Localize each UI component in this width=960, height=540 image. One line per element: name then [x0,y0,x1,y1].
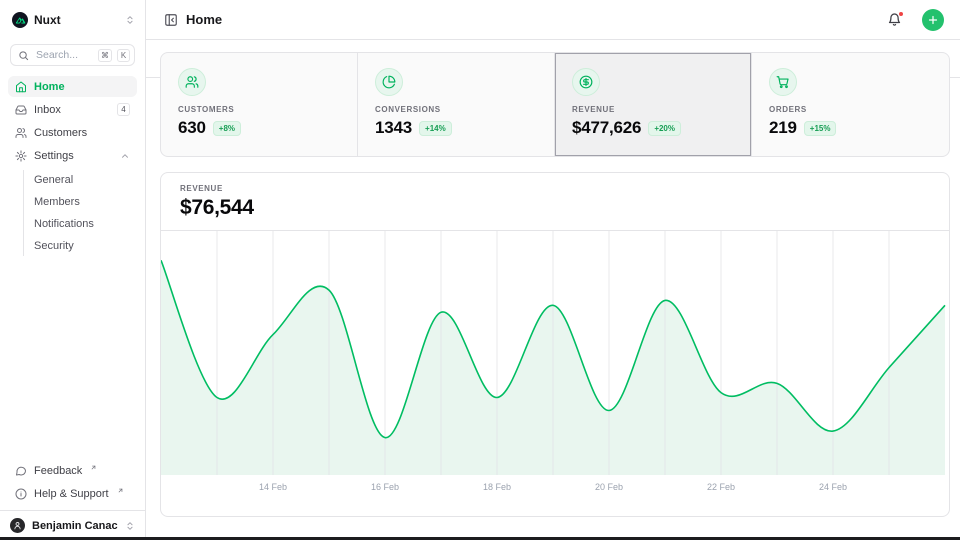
sidebar-item-help-support[interactable]: Help & Support [8,483,137,504]
stat-card[interactable]: CUSTOMERS 630 +8% [161,53,358,156]
x-axis-label: 24 Feb [818,482,848,492]
users-icon [185,76,199,88]
chart-header: REVENUE $76,544 [161,173,949,231]
sidebar-item-label: Security [34,240,74,252]
sidebar-footer-nav: Feedback Help & Support [8,460,137,510]
chart-metric-value: $76,544 [180,196,254,219]
sidebar-item-label: Help & Support [34,487,109,500]
sidebar-item-label: General [34,174,74,186]
add-button[interactable] [922,8,944,31]
stat-delta-badge: +8% [212,120,241,136]
stat-card[interactable]: CONVERSIONS 1343 +14% [358,53,555,156]
user-name: Benjamin Canac [32,519,118,532]
stat-label: CONVERSIONS [375,105,441,114]
search-input-wrapper[interactable]: ⌘ K [10,44,135,66]
info-circle-icon [15,488,27,499]
sidebar-item-inbox[interactable]: Inbox 4 [8,99,137,120]
x-axis-label: 18 Feb [482,482,512,492]
sidebar-item-notifications[interactable]: Notifications [27,214,137,234]
sidebar-item-label: Inbox [34,103,61,116]
external-link-icon [117,487,124,494]
x-axis-label: 22 Feb [706,482,736,492]
sidebar-item-members[interactable]: Members [27,192,137,212]
kbd-cmd: ⌘ [98,48,112,62]
chart-x-axis: 14 Feb 16 Feb 18 Feb 20 Feb 22 Feb 24 Feb [161,475,949,505]
inbox-icon [15,105,27,114]
stat-card[interactable]: REVENUE $477,626 +20% [555,53,752,156]
chevrons-up-down-icon [125,15,135,25]
stat-label: ORDERS [769,105,807,114]
sidebar-item-label: Notifications [34,218,94,230]
sidebar-item-label: Members [34,196,80,208]
notifications-bell-button[interactable] [887,11,904,27]
sidebar-item-home[interactable]: Home [8,76,137,97]
sidebar-collapse-button[interactable] [164,13,178,27]
circle-dollar-icon [579,75,593,89]
bell-icon [888,13,901,26]
workspace-name: Nuxt [34,13,61,27]
stat-delta-badge: +20% [648,120,681,136]
chat-bubble-icon [16,466,27,476]
stat-value: 1343 [375,118,413,137]
user-menu[interactable]: Benjamin Canac [0,510,145,540]
shopping-cart-icon [776,76,789,89]
page-title: Home [186,12,223,27]
stats-group: CUSTOMERS 630 +8% CONVERSIONS 1343 +14% … [160,52,950,157]
user-avatar [10,518,25,533]
stat-delta-badge: +15% [803,120,837,136]
search-input[interactable] [34,48,93,62]
stat-value: 630 [178,118,206,137]
x-axis-label: 16 Feb [370,482,400,492]
x-axis-label: 20 Feb [594,482,624,492]
sidebar-item-security[interactable]: Security [27,236,137,256]
gear-icon [15,149,27,162]
sidebar-item-label: Customers [34,126,88,139]
plus-icon [928,15,938,24]
stat-value: $477,626 [572,118,642,137]
page-header: Home [146,0,960,40]
main-content: Home Feb 12, 2025 - Feb 26, 2025 Daily C… [146,0,960,540]
chevron-up-icon [120,151,130,161]
revenue-area-chart [161,231,946,475]
stat-delta-badge: +14% [419,120,452,136]
inbox-count-badge: 4 [117,103,130,116]
kbd-k: K [117,48,130,62]
stat-card[interactable]: ORDERS 219 +15% [752,53,949,156]
sidebar-item-label: Settings [34,149,74,162]
home-icon [16,81,26,92]
sidebar-item-label: Feedback [34,464,83,477]
x-axis-label: 14 Feb [258,482,288,492]
chevrons-up-down-icon [125,521,135,531]
chart-pie-icon [382,75,396,89]
sidebar-item-general[interactable]: General [27,170,137,190]
settings-subnav: General Members Notifications Security [23,170,137,256]
stat-label: REVENUE [572,105,615,114]
sidebar-item-settings[interactable]: Settings [8,145,137,166]
sidebar-nav: Home Inbox 4 Customers Settings General … [8,76,137,256]
sidebar: Nuxt ⌘ K Home Inbox 4 Customers Settings [0,0,146,540]
chart-plot-area [161,231,949,475]
bottom-edge-bar [0,537,960,540]
sidebar-item-customers[interactable]: Customers [8,122,137,143]
revenue-chart-panel: REVENUE $76,544 14 Feb 16 Feb 18 Feb 20 Feb… [160,172,950,517]
chart-metric-label: REVENUE [180,184,223,193]
stat-label: CUSTOMERS [178,105,235,114]
sidebar-item-label: Home [34,80,65,93]
search-icon [18,50,29,61]
workspace-switcher[interactable]: Nuxt [8,8,137,32]
stat-value: 219 [769,118,797,137]
sidebar-item-feedback[interactable]: Feedback [8,460,137,481]
users-icon [15,127,27,138]
external-link-icon [90,464,97,471]
nuxt-logo-icon [12,12,28,28]
notification-dot [898,11,904,17]
